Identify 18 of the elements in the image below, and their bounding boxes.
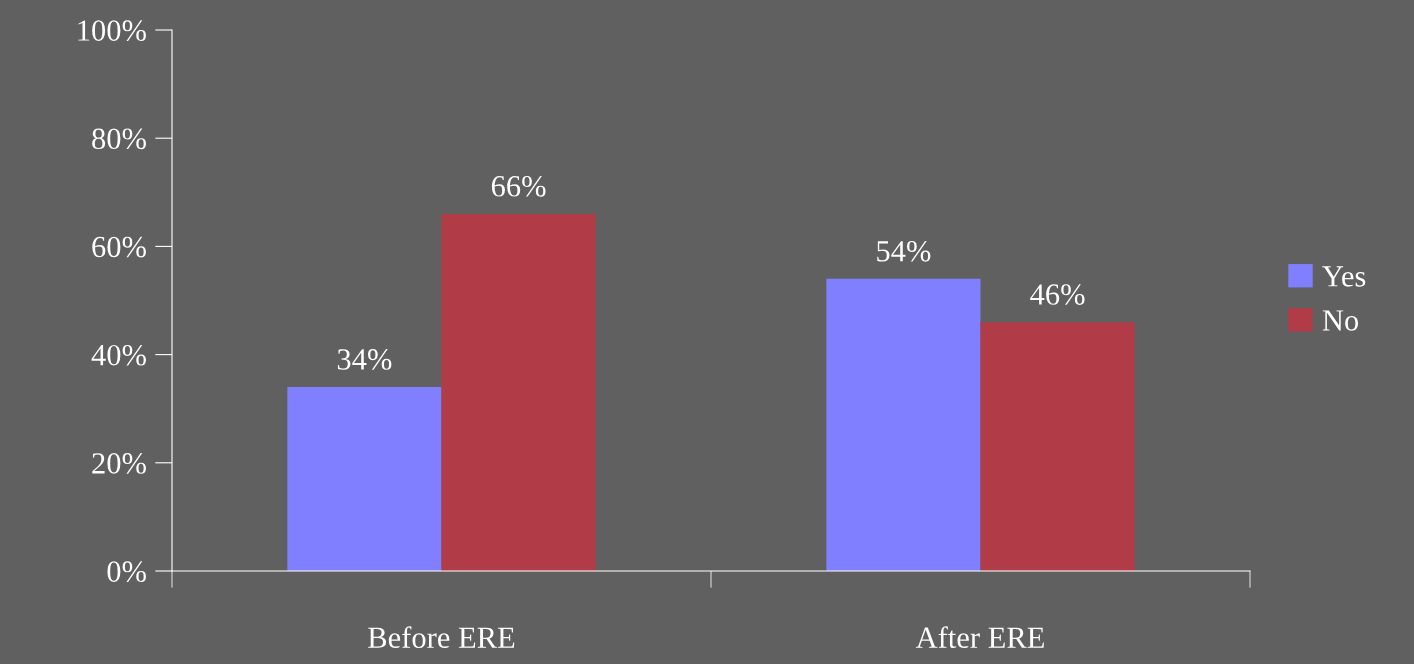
data-label: 54% (877, 240, 931, 262)
bar (980, 322, 1135, 571)
x-tick-label: Before ERE (368, 626, 515, 649)
data-label: 34% (337, 349, 392, 370)
legend-label: No (1322, 310, 1359, 331)
y-tick-label: 40% (91, 344, 146, 366)
y-tick-label: 60% (92, 236, 146, 258)
legend-label: Yes (1322, 266, 1366, 287)
bar (441, 213, 596, 571)
y-tick-label: 100% (78, 20, 146, 41)
y-tick-label: 0% (107, 561, 146, 582)
y-tick-label: 80% (92, 128, 146, 150)
bar (826, 278, 981, 571)
data-label: 66% (491, 176, 546, 197)
bar (287, 387, 442, 571)
data-label: 46% (1030, 284, 1085, 305)
x-tick-label: After ERE (915, 626, 1044, 649)
y-tick-label: 20% (92, 453, 146, 474)
